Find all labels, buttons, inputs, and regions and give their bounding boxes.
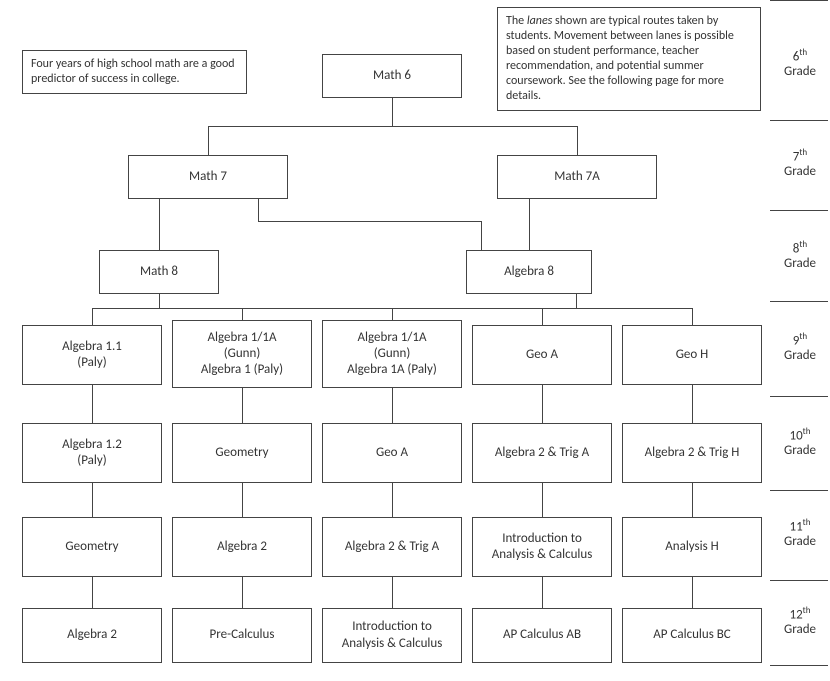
node-g9-c1: Algebra 1.1(Paly) — [22, 325, 162, 385]
node-g12-c3: Introduction toAnalysis & Calculus — [322, 608, 462, 663]
grade-8-label: 8thGrade — [775, 240, 825, 271]
info-box-left: Four years of high school math are a goo… — [22, 50, 247, 94]
grade-6-label: 6thGrade — [775, 48, 825, 79]
node-g10-c5: Algebra 2 & Trig H — [622, 423, 762, 483]
node-g11-c2: Algebra 2 — [172, 517, 312, 577]
node-g9-c2: Algebra 1/1A(Gunn)Algebra 1 (Paly) — [172, 320, 312, 388]
node-g11-c5: Analysis H — [622, 517, 762, 577]
grade-11-label: 11thGrade — [775, 518, 825, 549]
node-math6: Math 6 — [322, 54, 462, 98]
node-g12-c2: Pre-Calculus — [172, 608, 312, 663]
node-g9-c4: Geo A — [472, 325, 612, 385]
node-g11-c1: Geometry — [22, 517, 162, 577]
node-g12-c4: AP Calculus AB — [472, 608, 612, 663]
node-g10-c2: Geometry — [172, 423, 312, 483]
node-g12-c1: Algebra 2 — [22, 608, 162, 663]
node-g9-c3: Algebra 1/1A(Gunn)Algebra 1A (Paly) — [322, 320, 462, 388]
node-algebra8: Algebra 8 — [466, 250, 592, 294]
node-g10-c1: Algebra 1.2(Paly) — [22, 423, 162, 483]
node-math7a: Math 7A — [497, 155, 657, 199]
node-math8: Math 8 — [99, 250, 219, 294]
node-g10-c3: Geo A — [322, 423, 462, 483]
node-g12-c5: AP Calculus BC — [622, 608, 762, 663]
node-g11-c4: Introduction toAnalysis & Calculus — [472, 517, 612, 577]
info-box-right: The lanes shown are typical routes taken… — [497, 7, 761, 111]
grade-10-label: 10thGrade — [775, 427, 825, 458]
grade-7-label: 7thGrade — [775, 148, 825, 179]
grade-9-label: 9thGrade — [775, 332, 825, 363]
grade-12-label: 12thGrade — [775, 606, 825, 637]
node-g11-c3: Algebra 2 & Trig A — [322, 517, 462, 577]
node-g10-c4: Algebra 2 & Trig A — [472, 423, 612, 483]
node-g9-c5: Geo H — [622, 325, 762, 385]
node-math7: Math 7 — [128, 155, 288, 199]
